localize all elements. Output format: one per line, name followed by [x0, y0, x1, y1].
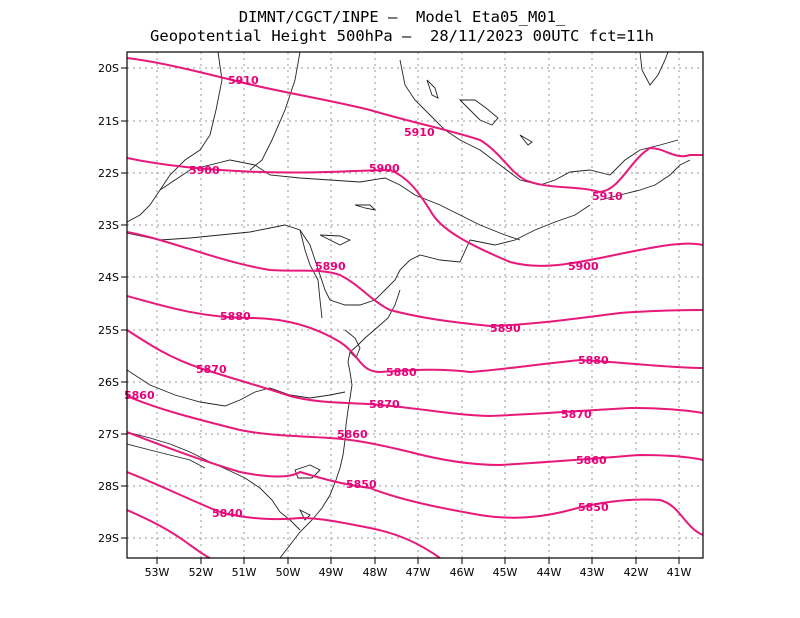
contour-5900	[126, 157, 704, 267]
lon-label: 44W	[537, 566, 562, 579]
lat-label: 28S	[98, 480, 119, 493]
graticule-grid	[127, 52, 703, 558]
lat-label: 27S	[98, 428, 119, 441]
lon-label: 47W	[406, 566, 431, 579]
map-title-line1: DIMNT/CGCT/INPE – Model Eta05_M01_	[238, 8, 566, 26]
lat-label: 22S	[98, 167, 119, 180]
contour-label: 5890	[490, 322, 521, 335]
contour-label: 5880	[386, 366, 417, 379]
lon-label: 43W	[580, 566, 605, 579]
lat-label: 25S	[98, 324, 119, 337]
contour-label: 5890	[315, 260, 346, 273]
contour-5850	[126, 431, 704, 536]
contour-labels: 5910 5910 5910 5900 5900 5900 5890 5890 …	[124, 74, 623, 520]
contour-label: 5860	[124, 389, 155, 402]
lon-label: 41W	[667, 566, 692, 579]
contour-5840	[126, 471, 441, 559]
lat-label: 21S	[98, 115, 119, 128]
height-contours	[126, 57, 704, 559]
contour-5880	[126, 295, 704, 374]
lat-label: 20S	[98, 62, 119, 75]
contour-label: 5860	[337, 428, 368, 441]
lon-label: 42W	[624, 566, 649, 579]
contour-5910	[126, 57, 703, 194]
tick-marks	[121, 67, 680, 564]
contour-label: 5880	[220, 310, 251, 323]
contour-label: 5850	[346, 478, 377, 491]
lon-label: 48W	[363, 566, 388, 579]
contour-5870	[126, 329, 704, 418]
lon-label: 53W	[145, 566, 170, 579]
map-title-line2: Geopotential Height 500hPa – 28/11/2023 …	[150, 27, 654, 45]
longitude-labels: 53W 52W 51W 50W 49W 48W 47W 46W 45W 44W …	[145, 566, 692, 579]
contour-label: 5880	[578, 354, 609, 367]
contour-label: 5910	[404, 126, 435, 139]
contour-label: 5870	[196, 363, 227, 376]
contour-label: 5850	[578, 501, 609, 514]
contour-5860	[126, 395, 704, 467]
lon-label: 46W	[450, 566, 475, 579]
lon-label: 52W	[189, 566, 214, 579]
map-frame	[126, 51, 704, 559]
lon-label: 45W	[493, 566, 518, 579]
lon-label: 49W	[319, 566, 344, 579]
contour-5890	[126, 231, 704, 328]
latitude-labels: 20S 21S 22S 23S 24S 25S 26S 27S 28S 29S	[98, 62, 119, 545]
contour-label: 5900	[568, 260, 599, 273]
lat-label: 26S	[98, 376, 119, 389]
contour-label: 5900	[189, 164, 220, 177]
lat-label: 29S	[98, 532, 119, 545]
lat-label: 23S	[98, 219, 119, 232]
lat-label: 24S	[98, 271, 119, 284]
contour-label: 5910	[228, 74, 259, 87]
contour-label: 5910	[592, 190, 623, 203]
lon-label: 51W	[232, 566, 257, 579]
contour-label: 5870	[561, 408, 592, 421]
contour-label: 5840	[212, 507, 243, 520]
contour-label: 5870	[369, 398, 400, 411]
contour-5830	[126, 509, 211, 559]
borders-coastline	[126, 51, 691, 559]
lon-label: 50W	[276, 566, 301, 579]
contour-label: 5900	[369, 162, 400, 175]
contour-label: 5860	[576, 454, 607, 467]
